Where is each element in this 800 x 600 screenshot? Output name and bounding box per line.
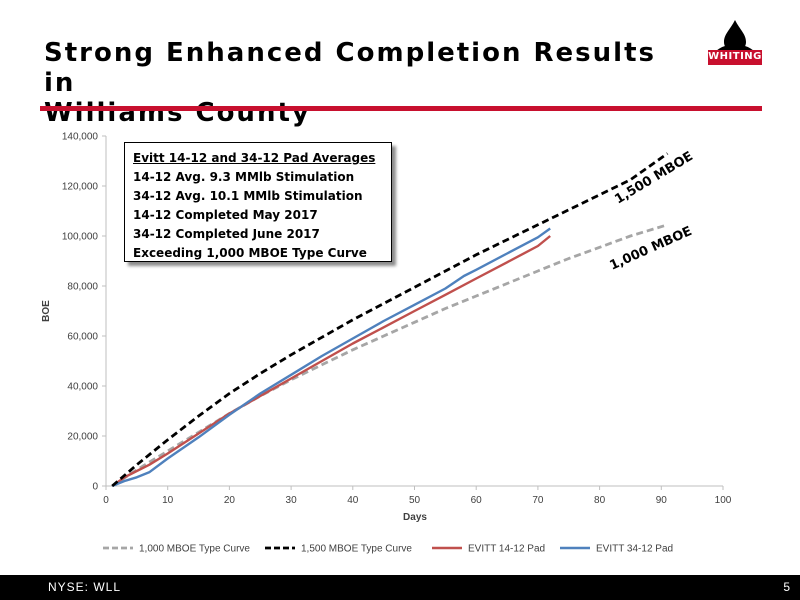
annotation-line-4: 34-12 Completed June 2017 — [133, 227, 320, 241]
x-tick-labels: 0 10 20 30 40 50 60 70 80 90 100 — [103, 495, 732, 506]
y-tick-label: 120,000 — [62, 182, 99, 193]
y-tick-marks — [102, 135, 106, 487]
series-line-4 — [111, 227, 551, 488]
annotation-line-1: 14-12 Avg. 9.3 MMlb Stimulation — [133, 170, 355, 184]
y-tick-label: 60,000 — [67, 332, 98, 343]
legend-label: 1,000 MBOE Type Curve — [139, 544, 250, 555]
slide-title: Strong Enhanced Completion Results in Wi… — [44, 38, 664, 128]
y-tick-label: 100,000 — [62, 232, 99, 243]
x-tick-label: 80 — [594, 495, 606, 506]
y-axis-title: BOE — [41, 300, 52, 322]
x-tick-label: 40 — [347, 495, 359, 506]
x-tick-label: 50 — [409, 495, 421, 506]
x-tick-label: 0 — [103, 495, 109, 506]
series-lines — [111, 152, 669, 488]
series-line-2 — [111, 152, 669, 488]
series-line-1 — [111, 223, 668, 488]
title-divider — [40, 106, 762, 111]
annotation-line-3: 14-12 Completed May 2017 — [133, 208, 318, 222]
y-tick-label: 20,000 — [67, 432, 98, 443]
x-tick-label: 100 — [715, 495, 732, 506]
y-tick-label: 80,000 — [67, 282, 98, 293]
y-tick-label: 40,000 — [67, 382, 98, 393]
logo-band — [708, 50, 762, 65]
company-logo — [708, 20, 762, 65]
annotation-box: Evitt 14-12 and 34-12 Pad Averages 14-12… — [124, 142, 392, 262]
legend-label: EVITT 34-12 Pad — [596, 544, 673, 555]
page-number: 5 — [783, 580, 790, 594]
y-tick-label: 0 — [92, 482, 98, 493]
cumulative-production-chart: 0 20,000 40,000 60,000 80,000 100,000 120,000 1… — [41, 132, 732, 555]
logo-text: WHITING — [708, 51, 762, 62]
chart-legend: 1,000 MBOE Type Curve 1,500 MBOE Type Cur… — [103, 544, 673, 555]
annotation-heading: Evitt 14-12 and 34-12 Pad Averages — [133, 151, 376, 165]
x-tick-marks — [105, 486, 724, 490]
y-tick-label: 140,000 — [62, 132, 99, 143]
legend-label: EVITT 14-12 Pad — [468, 544, 545, 555]
x-tick-label: 10 — [162, 495, 174, 506]
legend-label: 1,500 MBOE Type Curve — [301, 544, 412, 555]
x-tick-label: 20 — [224, 495, 236, 506]
curve-label-1500: 1,500 MBOE — [612, 149, 696, 207]
x-tick-label: 90 — [656, 495, 668, 506]
y-tick-labels: 0 20,000 40,000 60,000 80,000 100,000 120,000 1… — [62, 132, 99, 493]
x-tick-label: 30 — [286, 495, 298, 506]
x-axis-title: Days — [403, 512, 427, 523]
slide-title-line-1: Strong Enhanced Completion Results in — [44, 38, 656, 98]
annotation-line-2: 34-12 Avg. 10.1 MMlb Stimulation — [133, 189, 363, 203]
x-tick-label: 60 — [471, 495, 483, 506]
x-tick-label: 70 — [532, 495, 544, 506]
slide-footer: NYSE: WLL 5 — [0, 575, 800, 600]
footer-ticker: NYSE: WLL — [48, 580, 122, 594]
slide-title-line-2: Williams County — [44, 98, 311, 128]
curve-label-1000: 1,000 MBOE — [608, 224, 695, 274]
series-line-3 — [111, 235, 551, 487]
annotation-line-5: Exceeding 1,000 MBOE Type Curve — [133, 246, 367, 260]
logo-drop-icon — [724, 20, 746, 52]
